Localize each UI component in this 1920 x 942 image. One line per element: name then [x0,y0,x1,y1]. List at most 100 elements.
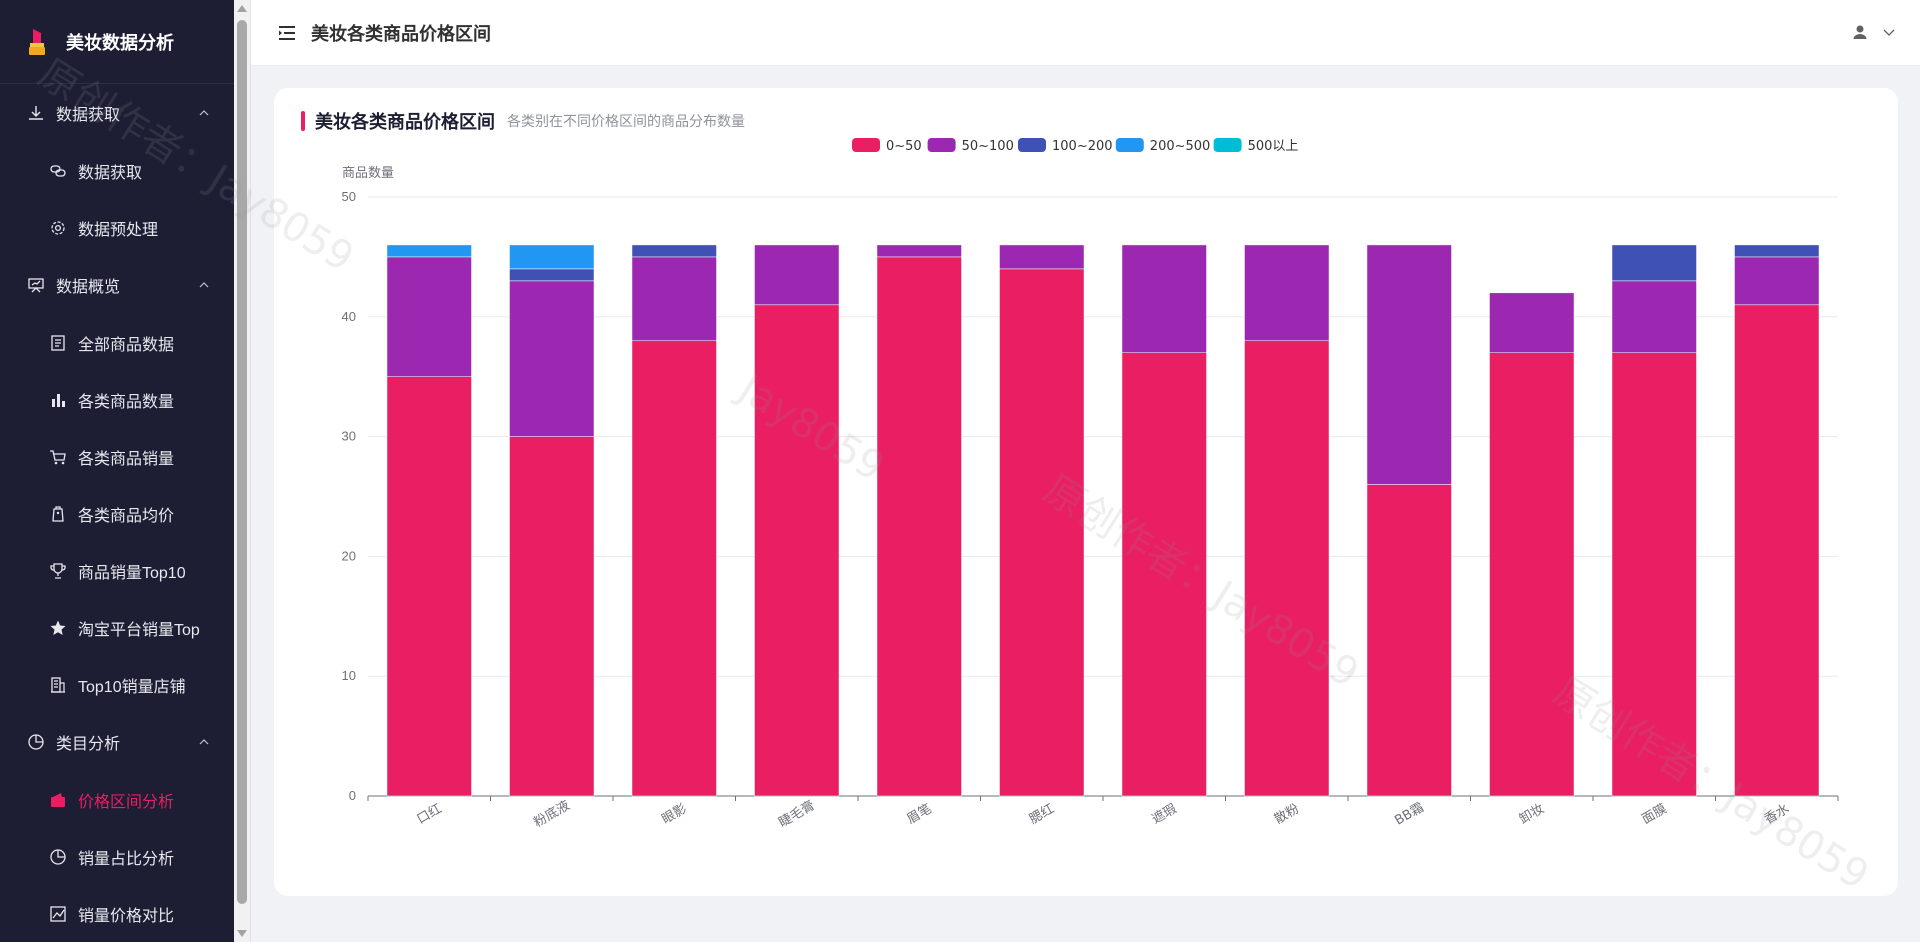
legend-label: 500以上 [1248,139,1299,154]
bar-segment [999,268,1085,797]
y-tick-label: 50 [342,189,356,204]
x-tick-label: 眉笔 [904,801,935,828]
sidebar-item-sales-top10[interactable]: 商品销量Top10 [0,542,234,599]
sidebar-scrollbar[interactable] [234,0,251,942]
document-icon [48,333,68,353]
menu-group-data-overview[interactable]: 数据概览 [0,256,234,314]
sidebar-item-all-products[interactable]: 全部商品数据 [0,314,234,371]
sidebar-item-label: 销量价格对比 [78,907,175,925]
bar-segment [1611,352,1697,797]
sidebar-item-data-preprocess[interactable]: 数据预处理 [0,199,234,256]
y-tick-label: 40 [342,309,356,324]
x-tick-label: 睫毛膏 [776,797,818,830]
y-axis-label: 商品数量 [342,166,394,181]
bar-segment [1734,256,1820,306]
sidebar-item-label: 价格区间分析 [78,793,175,811]
scroll-up-arrow-icon[interactable] [237,5,247,12]
sidebar-item-top10-shops[interactable]: Top10销量店铺 [0,656,234,713]
x-tick-label: 卸妆 [1516,801,1547,828]
card-title: 美妆各类商品价格区间 [315,112,495,132]
x-tick-label: 眼影 [659,801,689,827]
sidebar-item-price-range[interactable]: 价格区间分析 [0,771,234,828]
page-title: 美妆各类商品价格区间 [311,23,491,44]
menu-group-data-acquisition[interactable]: 数据获取 [0,84,234,142]
legend-label: 0~50 [886,139,922,154]
x-tick-label: 遮瑕 [1149,801,1180,828]
line-chart-icon [48,904,68,924]
bar-segment [876,244,962,258]
sidebar-item-label: 全部商品数据 [78,336,175,354]
x-tick-label: 口红 [414,801,445,828]
sidebar-item-label: 淘宝平台销量Top [78,621,200,639]
x-tick-label: 腮红 [1026,801,1057,828]
sidebar-item-data-fetch[interactable]: 数据获取 [0,142,234,199]
top-header: 美妆各类商品价格区间 [251,0,1920,66]
sidebar-item-sales-share[interactable]: 销量占比分析 [0,828,234,885]
menu-group-label: 数据概览 [56,279,121,296]
menu-group-label: 数据获取 [56,107,121,124]
star-icon [48,618,68,638]
legend-label: 100~200 [1052,139,1113,154]
menu-toggle-icon[interactable] [277,24,297,42]
sidebar-item-label: 销量占比分析 [78,850,175,868]
bar-segment [509,436,595,797]
y-tick-label: 20 [342,548,356,563]
brand-title: 美妆数据分析 [66,32,174,53]
scrollbar-thumb[interactable] [237,20,247,904]
x-tick-label: BB霜 [1392,800,1426,828]
lipstick-logo-icon [29,28,45,55]
bar-segment [1244,340,1330,797]
download-icon [26,103,46,123]
bar-chart-icon [48,390,68,410]
bar-segment [386,256,472,377]
sidebar-item-label: 各类商品均价 [78,507,175,525]
pie-chart-icon [48,847,68,867]
bar-segment [1366,484,1452,797]
sidebar-item-category-avg-price[interactable]: 各类商品均价 [0,485,234,542]
bar-segment [999,244,1085,270]
building-icon [48,675,68,695]
bar-segment [876,256,962,797]
sidebar-item-label: 商品销量Top10 [78,564,186,582]
brand[interactable]: 美妆数据分析 [0,0,234,84]
bar-segment [1611,244,1697,282]
menu-group-label: 类目分析 [56,736,121,753]
card-header: 美妆各类商品价格区间 各类别在不同价格区间的商品分布数量 [301,110,745,132]
bar-segment [1244,244,1330,342]
y-tick-label: 10 [342,668,356,683]
menu-group-category-analysis[interactable]: 类目分析 [0,713,234,771]
user-menu[interactable] [1852,24,1896,40]
user-icon [1853,25,1867,39]
bar-segment [1734,244,1820,258]
sidebar-item-taobao-top[interactable]: 淘宝平台销量Top [0,599,234,656]
bar-segment [631,244,717,258]
legend-label: 200~500 [1150,139,1211,154]
bar-segment [386,376,472,797]
legend-swatch [1115,138,1144,152]
chevron-up-icon [199,739,209,745]
gear-icon [48,218,68,238]
sidebar-item-category-count[interactable]: 各类商品数量 [0,371,234,428]
x-tick-label: 散粉 [1272,801,1302,827]
scroll-down-arrow-icon[interactable] [237,930,247,937]
bar-segment [509,268,595,282]
legend-swatch [1018,138,1046,152]
sidebar-item-label: 数据预处理 [78,221,159,239]
card-subtitle: 各类别在不同价格区间的商品分布数量 [507,113,745,129]
bar-segment [754,244,840,306]
sidebar-item-sales-price-compare[interactable]: 销量价格对比 [0,885,234,942]
legend-swatch [1213,138,1242,152]
sidebar-item-category-sales[interactable]: 各类商品销量 [0,428,234,485]
bar-segment [509,244,595,270]
bar-segment [1734,304,1820,797]
x-tick-label: 面膜 [1639,801,1669,827]
legend-label: 50~100 [962,139,1014,154]
chevron-up-icon [199,282,209,288]
link-icon [48,161,68,181]
legend-swatch [927,138,956,152]
bar-segment [631,340,717,797]
x-tick-label: 香水 [1762,801,1792,827]
chevron-down-icon [1883,29,1895,36]
trophy-icon [48,561,68,581]
